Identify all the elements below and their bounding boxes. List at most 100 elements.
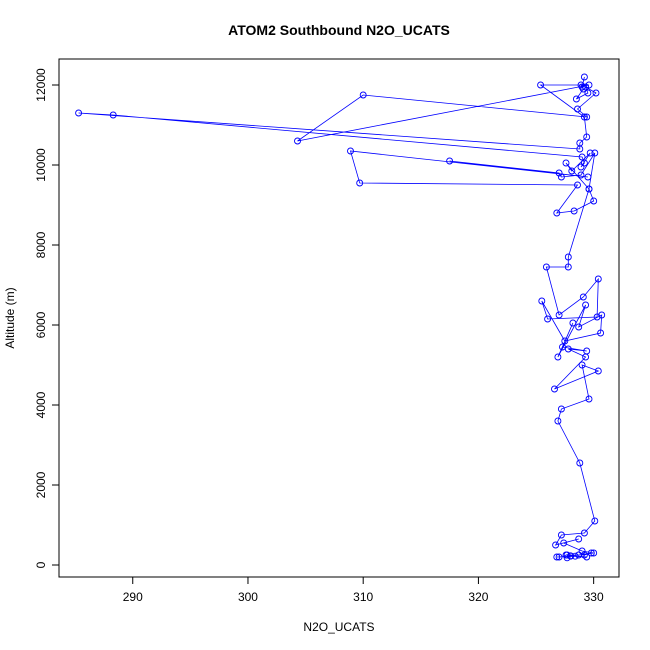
x-tick-label: 320 — [468, 590, 488, 604]
data-point — [563, 554, 571, 562]
y-tick-label: 4000 — [34, 391, 48, 418]
data-point — [585, 185, 593, 193]
data-point — [577, 81, 585, 89]
chart-title: ATOM2 Southbound N2O_UCATS — [228, 22, 450, 38]
data-point — [359, 91, 367, 99]
y-axis: 0 2000 4000 6000 8000 10000 12000 — [34, 68, 60, 568]
data-point — [574, 105, 581, 113]
x-tick-label: 300 — [238, 590, 258, 604]
data-point — [562, 159, 570, 167]
data-point — [553, 553, 561, 561]
data-point — [577, 171, 585, 179]
data-point — [576, 459, 584, 467]
series-line — [78, 76, 603, 559]
x-axis: 290 300 310 320 330 — [123, 576, 604, 604]
y-tick-label: 2000 — [34, 471, 48, 498]
data-point — [557, 405, 565, 413]
data-point — [569, 319, 577, 327]
data-point — [561, 337, 569, 345]
data-point — [557, 173, 565, 181]
data-point — [537, 81, 545, 89]
x-axis-label: N2O_UCATS — [303, 620, 374, 634]
data-point — [582, 301, 590, 309]
data-point — [583, 133, 591, 141]
data-point — [347, 147, 354, 155]
data-point — [591, 149, 599, 157]
data-point — [579, 85, 587, 93]
data-point — [577, 163, 585, 171]
data-point — [553, 209, 561, 217]
data-point — [571, 552, 579, 560]
data-point — [575, 323, 583, 331]
data-point — [356, 179, 364, 187]
data-point — [584, 173, 592, 181]
data-point — [294, 137, 301, 145]
data-point — [580, 73, 588, 81]
data-point — [564, 345, 572, 353]
data-point — [551, 385, 558, 393]
data-point — [578, 153, 586, 161]
data-point — [580, 551, 588, 559]
data-point — [575, 535, 583, 543]
data-point — [555, 169, 563, 177]
data-point — [584, 89, 592, 97]
x-tick-label: 290 — [123, 590, 143, 604]
data-point — [590, 549, 598, 557]
data-point — [544, 315, 552, 323]
data-point — [576, 145, 584, 153]
data-point — [564, 263, 572, 271]
data-point — [554, 353, 562, 361]
data-point — [75, 109, 83, 117]
data-point — [567, 552, 575, 560]
x-tick-label: 310 — [353, 590, 373, 604]
y-axis-label: Altitude (m) — [3, 287, 17, 348]
data-point — [552, 541, 560, 549]
data-point — [554, 417, 562, 425]
data-point — [580, 159, 588, 167]
data-point — [572, 95, 580, 103]
data-point — [598, 311, 606, 319]
y-tick-label: 10000 — [34, 148, 48, 182]
data-point — [590, 197, 598, 205]
data-point — [594, 275, 602, 283]
data-point — [594, 367, 602, 375]
series-0 — [75, 73, 606, 562]
series-layer — [75, 73, 606, 562]
data-point — [555, 311, 563, 319]
data-point — [538, 297, 546, 305]
data-point — [586, 149, 594, 157]
data-point — [579, 293, 587, 301]
data-point — [578, 547, 586, 555]
data-point — [582, 353, 590, 361]
data-point — [585, 81, 593, 89]
data-point — [591, 517, 599, 525]
data-point — [583, 113, 591, 121]
data-point — [592, 89, 600, 97]
data-point — [555, 553, 563, 561]
y-tick-label: 6000 — [34, 311, 48, 338]
data-point — [560, 539, 568, 547]
data-point — [585, 395, 593, 403]
data-point — [557, 531, 565, 539]
data-point — [542, 263, 550, 271]
y-tick-label: 12000 — [34, 68, 48, 102]
data-point — [597, 329, 605, 337]
data-point — [582, 83, 590, 91]
data-point — [446, 157, 454, 165]
data-point — [587, 549, 595, 557]
data-point — [568, 167, 576, 175]
data-point — [580, 113, 588, 121]
data-point — [580, 529, 588, 537]
data-point — [564, 253, 572, 261]
y-tick-label: 0 — [34, 561, 48, 568]
data-point — [578, 361, 586, 369]
data-point — [593, 313, 601, 321]
data-point — [583, 553, 591, 561]
data-point — [574, 181, 581, 189]
data-point — [570, 207, 578, 215]
x-tick-label: 330 — [584, 590, 604, 604]
data-point — [109, 111, 117, 119]
